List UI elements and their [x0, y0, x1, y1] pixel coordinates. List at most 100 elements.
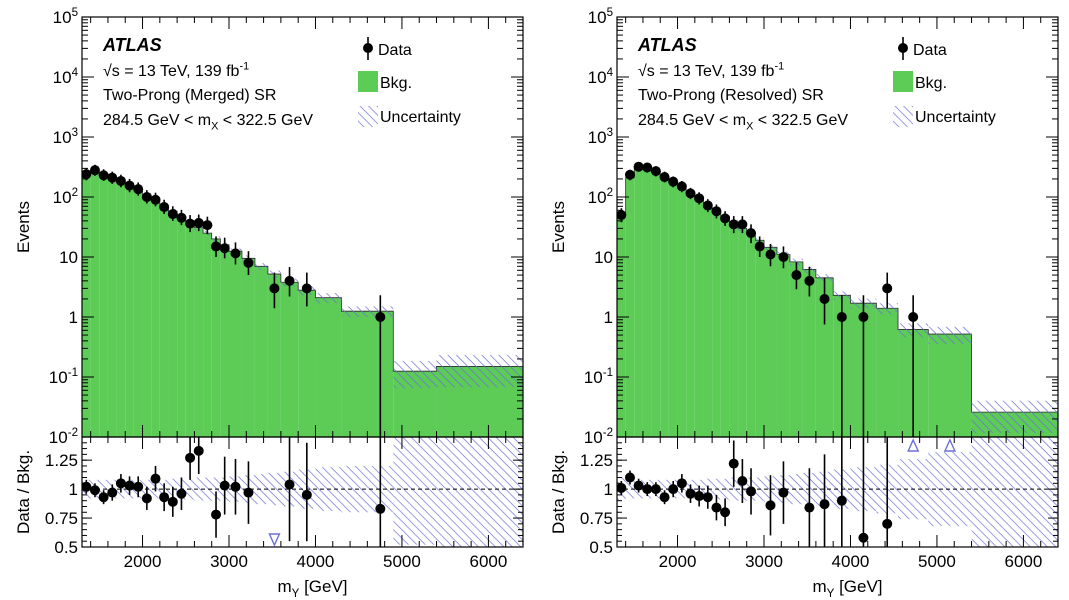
ratio-point — [167, 496, 178, 507]
data-point — [746, 228, 757, 239]
bkg-bin — [876, 308, 899, 437]
bkg-bin — [107, 178, 117, 437]
bkg-bin — [267, 274, 281, 437]
legend-bkg-swatch — [358, 71, 378, 92]
ratio-out-of-range-arrow — [907, 438, 920, 452]
bkg-bin — [229, 251, 242, 437]
bkg-bin — [298, 290, 316, 437]
data-point — [765, 249, 776, 260]
legend-unc-swatch — [893, 106, 913, 127]
ratio-point — [284, 479, 295, 490]
y-tick-label: 10-2 — [584, 427, 613, 447]
x-axis-label: mY [GeV] — [277, 577, 347, 600]
uncertainty-band — [254, 263, 268, 270]
y-tick-label: 103 — [53, 127, 78, 147]
bkg-bin — [651, 171, 661, 437]
ratio-point — [107, 487, 118, 498]
chart-panel-merged: 10-2 10-1 1 10 102 103 104 105 Events 0.5 0.75 1 1.2… — [0, 0, 534, 600]
y-tick-label: 1 — [69, 308, 78, 327]
y-tick-label: 102 — [588, 187, 613, 207]
ratio-axis-label: Data / Bkg. — [14, 450, 33, 534]
ratio-point — [141, 493, 152, 504]
ratio-point — [836, 495, 847, 506]
ratio-y-tick-label: 1 — [604, 480, 613, 499]
bkg-bin — [315, 297, 342, 437]
legend-unc-label: Uncertainty — [915, 109, 996, 126]
bkg-bin — [159, 205, 169, 437]
ratio-point — [624, 472, 635, 483]
bkg-bin — [341, 311, 394, 437]
x-tick-label: 3000 — [745, 552, 783, 571]
bkg-bin — [686, 192, 695, 437]
data-point — [301, 283, 312, 294]
data-point — [107, 172, 118, 183]
bkg-bin — [634, 167, 643, 437]
ratio-out-of-range-arrow — [268, 533, 281, 547]
ratio-uncertainty-band — [729, 477, 739, 501]
ratio-uncertainty-band — [789, 474, 803, 505]
ratio-y-tick-label: 0.5 — [54, 538, 78, 557]
ratio-uncertainty-band — [254, 474, 268, 505]
ratio-point — [124, 480, 135, 491]
data-point — [150, 194, 161, 205]
bkg-bin — [125, 186, 134, 437]
bkg-bin — [738, 228, 747, 437]
ratio-point — [659, 492, 670, 503]
y-axis-label: Events — [549, 201, 568, 253]
data-point — [124, 180, 135, 191]
data-point — [211, 241, 222, 252]
data-point — [230, 248, 241, 259]
y-tick-label: 10-2 — [49, 427, 78, 447]
uncertainty-band — [789, 258, 803, 266]
data-point — [804, 275, 815, 286]
data-point — [720, 213, 731, 224]
data-point — [141, 192, 152, 202]
bkg-bin — [142, 194, 152, 437]
ratio-point — [858, 532, 869, 543]
bkg-bin — [151, 200, 160, 437]
data-point — [791, 270, 802, 281]
bkg-bin — [220, 244, 229, 437]
bkg-bin — [133, 190, 143, 437]
energy-lumi-label: √s = 13 TeV, 139 fb-1 — [103, 60, 249, 80]
bkg-bin — [776, 254, 790, 437]
bkg-bin — [703, 204, 713, 437]
bkg-bin — [729, 222, 739, 437]
bkg-bin — [802, 269, 816, 437]
bkg-bin — [668, 181, 678, 437]
ratio-point — [185, 452, 196, 463]
ratio-point — [720, 507, 731, 518]
data-point — [269, 283, 280, 294]
data-point — [737, 219, 748, 230]
x-tick-label: 2000 — [659, 552, 697, 571]
ratio-point — [711, 502, 722, 513]
data-point — [642, 162, 653, 173]
main-pad — [82, 164, 523, 437]
data-point — [284, 275, 295, 286]
y-axis-label: Events — [14, 201, 33, 253]
legend-bkg-swatch — [893, 71, 913, 92]
bkg-bin — [254, 266, 268, 437]
ratio-point — [702, 492, 713, 503]
ratio-point — [650, 484, 661, 495]
data-point — [858, 312, 869, 322]
ratio-point — [176, 488, 187, 499]
uncertainty-band — [341, 306, 394, 317]
region-label: Two-Prong (Resolved) SR — [638, 87, 824, 104]
data-point — [185, 218, 196, 229]
x-tick-label: 2000 — [124, 552, 162, 571]
data-point — [89, 165, 100, 176]
ratio-point — [737, 476, 748, 486]
ratio-y-tick-label: 1.25 — [45, 451, 78, 470]
main-pad — [617, 161, 1058, 437]
ratio-point — [115, 478, 126, 489]
data-point — [159, 202, 170, 213]
legend-bkg-label: Bkg. — [915, 75, 947, 92]
uncertainty-band — [436, 355, 523, 388]
ratio-y-tick-label: 0.75 — [45, 509, 78, 528]
ratio-point — [617, 482, 627, 493]
data-point — [375, 312, 386, 322]
ratio-out-of-range-arrow — [943, 438, 956, 452]
energy-lumi-label: √s = 13 TeV, 139 fb-1 — [638, 60, 784, 80]
ratio-point — [633, 480, 644, 491]
